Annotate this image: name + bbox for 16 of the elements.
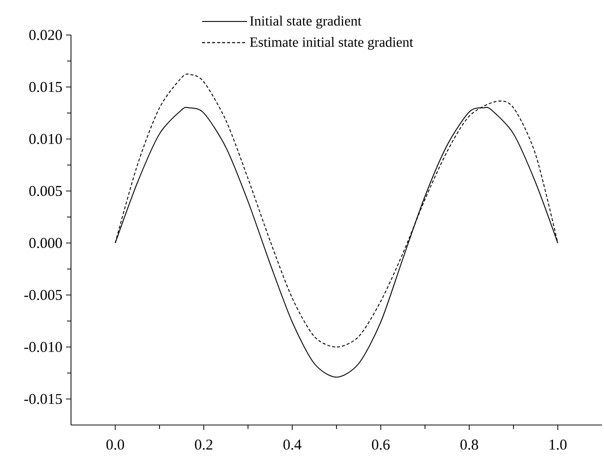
x-tick-label: 0.6 (372, 440, 390, 450)
y-tick-label: 0.010 (29, 134, 62, 144)
y-tick-label: -0.005 (24, 290, 62, 300)
y-tick-label: 0.020 (29, 30, 62, 40)
x-tick-label: 0.2 (194, 440, 212, 450)
x-tick-label: 0.0 (106, 440, 124, 450)
y-tick-label: -0.010 (24, 342, 62, 352)
y-tick-label: -0.015 (24, 394, 62, 404)
x-tick-label: 1.0 (550, 440, 567, 450)
legend-label: Estimate initial state gradient (250, 37, 414, 50)
y-tick-label: 0.005 (29, 186, 62, 196)
y-tick-label: 0.015 (29, 82, 62, 92)
y-tick-label: 0.000 (29, 238, 62, 248)
x-tick-label: 0.8 (460, 440, 478, 450)
legend-label: Initial state gradient (250, 16, 362, 29)
x-tick-label: 0.4 (283, 440, 302, 450)
